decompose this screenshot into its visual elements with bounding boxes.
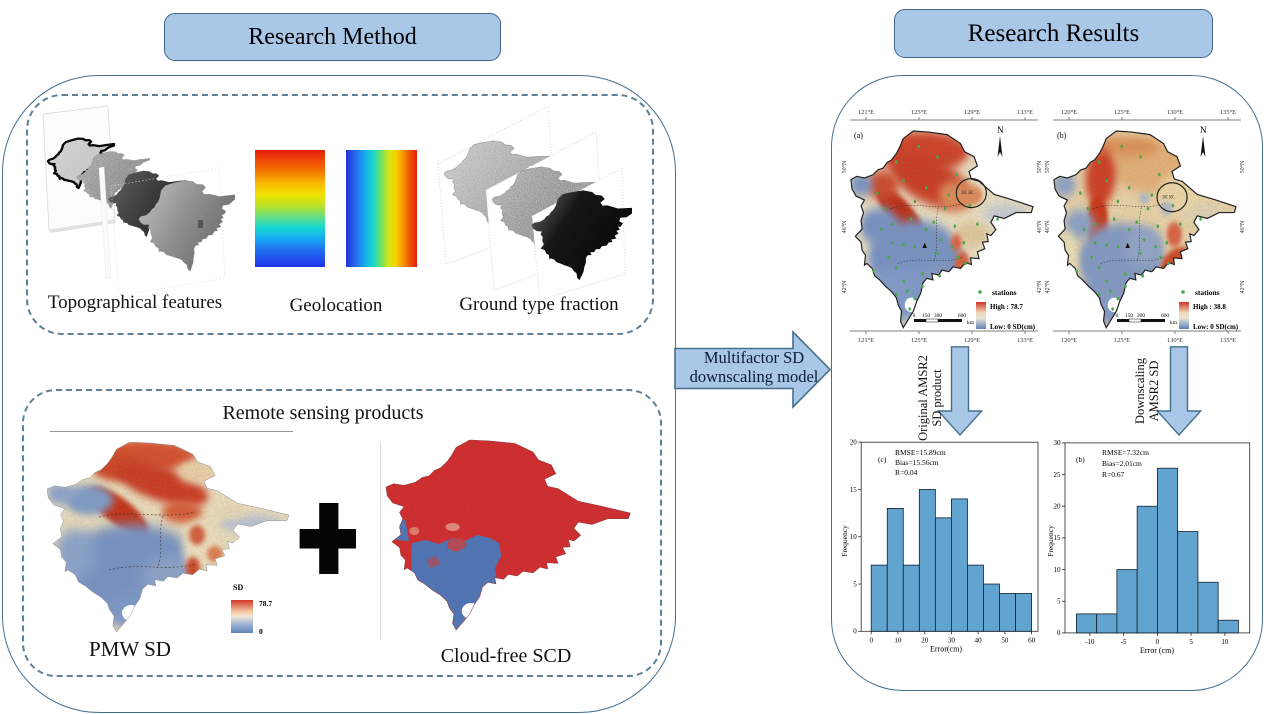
svg-text:-5: -5 xyxy=(1121,638,1127,646)
svg-text:46°N: 46°N xyxy=(1044,220,1051,233)
svg-text:121°E: 121°E xyxy=(858,337,874,344)
svg-text:20: 20 xyxy=(1054,503,1062,511)
svg-text:129°E: 129°E xyxy=(964,109,980,116)
svg-text:20: 20 xyxy=(921,636,929,644)
svg-text:20: 20 xyxy=(850,439,858,447)
svg-text:R=0.04: R=0.04 xyxy=(895,468,918,477)
svg-text:10: 10 xyxy=(1221,638,1229,646)
svg-text:120°E: 120°E xyxy=(1061,337,1077,344)
svg-text:30C 50C: 30C 50C xyxy=(1162,194,1174,200)
svg-text:(a): (a) xyxy=(854,131,863,140)
svg-text:0: 0 xyxy=(259,627,263,634)
svg-text:RMSE=15.89cm: RMSE=15.89cm xyxy=(895,448,946,457)
svg-text:133°E: 133°E xyxy=(1017,109,1033,116)
svg-text:Low: 0 SD(cm): Low: 0 SD(cm) xyxy=(990,323,1036,331)
svg-text:121°E: 121°E xyxy=(858,109,874,116)
svg-text:25: 25 xyxy=(1054,471,1062,479)
svg-text:Frequency: Frequency xyxy=(1046,525,1055,557)
svg-text:-10: -10 xyxy=(1085,638,1095,646)
svg-text:10: 10 xyxy=(850,533,858,541)
svg-text:0: 0 xyxy=(1116,313,1119,319)
svg-text:High : 78.7: High : 78.7 xyxy=(990,303,1023,311)
svg-text:Error(cm): Error(cm) xyxy=(930,644,962,653)
svg-text:30: 30 xyxy=(948,636,956,644)
svg-text:alt: alt xyxy=(205,212,210,217)
svg-text:5: 5 xyxy=(853,580,857,588)
svg-text:78.7: 78.7 xyxy=(259,599,272,608)
svg-text:0: 0 xyxy=(1057,629,1061,637)
svg-text:135°E: 135°E xyxy=(1220,337,1236,344)
svg-text:50°N: 50°N xyxy=(1239,160,1246,173)
svg-text:129°E: 129°E xyxy=(964,337,980,344)
svg-text:RMSE=7.32cm: RMSE=7.32cm xyxy=(1102,448,1149,457)
svg-text:125°E: 125°E xyxy=(1114,337,1130,344)
svg-text:10: 10 xyxy=(894,636,902,644)
svg-text:5: 5 xyxy=(1057,598,1061,606)
svg-text:42°N: 42°N xyxy=(1036,280,1043,293)
svg-text:46°N: 46°N xyxy=(1036,220,1043,233)
svg-text:10: 10 xyxy=(1054,566,1062,574)
svg-text:120°E: 120°E xyxy=(1061,109,1077,116)
svg-text:300: 300 xyxy=(1137,313,1146,319)
svg-text:40: 40 xyxy=(975,636,983,644)
svg-text:50°N: 50°N xyxy=(841,160,848,173)
svg-text:46°N: 46°N xyxy=(1239,220,1246,233)
svg-text:133°E: 133°E xyxy=(1017,337,1033,344)
svg-text:Bias=2.01cm: Bias=2.01cm xyxy=(1102,459,1142,468)
svg-text:600: 600 xyxy=(958,313,967,319)
svg-text:5: 5 xyxy=(1189,638,1193,646)
svg-text:60: 60 xyxy=(1028,636,1036,644)
svg-text:(b): (b) xyxy=(1076,455,1085,464)
svg-text:150: 150 xyxy=(1125,313,1134,319)
svg-text:Frequency: Frequency xyxy=(840,525,849,557)
svg-text:High : 38.8: High : 38.8 xyxy=(1193,303,1226,311)
svg-text:15: 15 xyxy=(1054,534,1062,542)
svg-text:N: N xyxy=(997,125,1004,135)
svg-text:0: 0 xyxy=(913,313,916,319)
svg-text:SD: SD xyxy=(233,583,243,592)
svg-text:0: 0 xyxy=(853,628,857,636)
svg-text:135°E: 135°E xyxy=(1220,109,1236,116)
svg-text:300: 300 xyxy=(934,313,943,319)
svg-text:125°E: 125°E xyxy=(911,109,927,116)
svg-text:Low: 0 SD(cm): Low: 0 SD(cm) xyxy=(1193,323,1239,331)
svg-text:50°N: 50°N xyxy=(1036,160,1043,173)
svg-text:150: 150 xyxy=(922,313,931,319)
svg-text:600: 600 xyxy=(1161,313,1170,319)
svg-text:15: 15 xyxy=(850,486,858,494)
svg-text:R=0.67: R=0.67 xyxy=(1102,470,1125,479)
svg-text:50: 50 xyxy=(1001,636,1009,644)
svg-text:30C 50C: 30C 50C xyxy=(962,190,974,196)
svg-text:125°E: 125°E xyxy=(911,337,927,344)
svg-text:42°N: 42°N xyxy=(1044,280,1051,293)
svg-text:0: 0 xyxy=(869,636,873,644)
svg-text:130°E: 130°E xyxy=(1167,109,1183,116)
svg-text:42°N: 42°N xyxy=(841,280,848,293)
svg-text:50°N: 50°N xyxy=(1044,160,1051,173)
svg-text:N: N xyxy=(1200,125,1207,135)
svg-text:stations: stations xyxy=(992,288,1017,297)
svg-text:42°N: 42°N xyxy=(1239,280,1246,293)
svg-text:km: km xyxy=(967,320,975,326)
svg-text:130°E: 130°E xyxy=(1167,337,1183,344)
svg-text:Error (cm): Error (cm) xyxy=(1140,646,1174,655)
svg-text:0: 0 xyxy=(1156,638,1160,646)
svg-text:46°N: 46°N xyxy=(841,220,848,233)
svg-text:(c): (c) xyxy=(878,455,887,464)
svg-text:(b): (b) xyxy=(1057,131,1067,140)
svg-text:Bias=15.56cm: Bias=15.56cm xyxy=(895,458,939,467)
svg-text:30: 30 xyxy=(1054,439,1062,447)
svg-text:125°E: 125°E xyxy=(1114,109,1130,116)
svg-text:stations: stations xyxy=(1195,288,1220,297)
svg-text:km: km xyxy=(1170,320,1178,326)
